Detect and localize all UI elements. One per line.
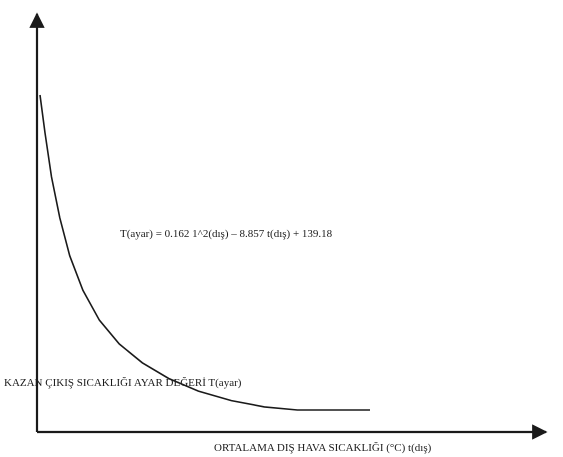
y-axis-label: KAZAN ÇIKIŞ SICAKLIĞI AYAR DEĞERİ T(ayar… <box>4 377 242 389</box>
equation-label: T(ayar) = 0.162 1^2(dış) – 8.857 t(dış) … <box>120 228 333 240</box>
data-curve <box>39 94 370 411</box>
x-axis-label: ORTALAMA DIŞ HAVA SICAKLIĞI (°C) t(dış) <box>214 442 432 454</box>
